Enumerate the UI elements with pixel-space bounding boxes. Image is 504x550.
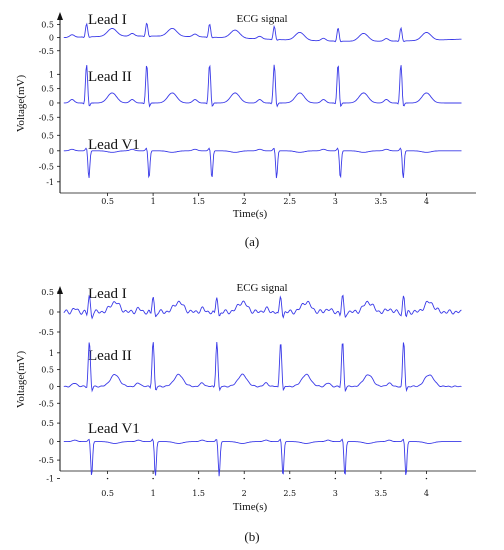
- y-tick-label: -0.5: [39, 328, 54, 337]
- x-tick-label: 1.5: [192, 197, 205, 206]
- x-tick-label: 3.5: [375, 197, 388, 206]
- y-tick-label: 0: [49, 99, 54, 108]
- minor-dot: [152, 477, 154, 480]
- y-tick-label: 1: [49, 349, 54, 358]
- x-tick-label: 2.5: [283, 197, 296, 206]
- x-tick-label: 3.5: [375, 489, 388, 498]
- minor-dot: [197, 477, 200, 480]
- x-tick-label: 1: [151, 489, 156, 498]
- series-line-lead-ii: [63, 64, 462, 108]
- minor-dot: [289, 477, 291, 480]
- y-tick-label: 0.5: [41, 288, 54, 297]
- y-tick-label: 0.5: [41, 366, 54, 375]
- lead-label: Lead I: [88, 286, 127, 302]
- minor-dot: [334, 477, 337, 480]
- y-tick-label: -0.5: [39, 162, 54, 171]
- y-axis-arrow: [57, 286, 63, 294]
- y-tick-label: 0.5: [41, 419, 54, 428]
- y-tick-label: -1: [46, 475, 54, 484]
- y-tick-label: 0: [49, 308, 54, 317]
- y-tick-label: 0: [49, 34, 54, 43]
- series-line-lead-i: [63, 294, 462, 320]
- x-tick-label: 4: [424, 489, 429, 498]
- lead-label: Lead I: [88, 12, 127, 28]
- lead-label: Lead V1: [88, 421, 140, 437]
- series-line-lead-i: [63, 22, 462, 43]
- lead-label: Lead V1: [88, 137, 140, 153]
- y-tick-label: -0.5: [39, 456, 54, 465]
- x-tick-label: 3: [333, 489, 338, 498]
- y-tick-label: 0.5: [41, 85, 54, 94]
- y-tick-label: -0.5: [39, 399, 54, 408]
- y-tick-label: -1: [46, 178, 54, 187]
- x-axis-title: Time(s): [233, 208, 268, 220]
- y-tick-label: 0: [49, 382, 54, 391]
- x-tick-label: 2.5: [283, 489, 296, 498]
- panel-caption: (b): [244, 529, 259, 544]
- x-tick-label: 4: [424, 197, 429, 206]
- y-tick-label: 0.5: [41, 131, 54, 140]
- x-tick-label: 0.5: [101, 197, 114, 206]
- y-axis-title: Voltage(mV): [15, 75, 27, 133]
- minor-dot: [380, 477, 382, 480]
- series-line-lead-v1: [63, 147, 462, 179]
- y-axis-arrow: [57, 12, 63, 20]
- x-tick-label: 2: [242, 197, 247, 206]
- y-axis-title: Voltage(mV): [15, 351, 27, 409]
- y-tick-label: 0.5: [41, 21, 54, 30]
- x-tick-label: 1.5: [192, 489, 205, 498]
- minor-dot: [106, 477, 109, 480]
- lead-label: Lead II: [88, 348, 132, 364]
- x-tick-label: 3: [333, 197, 338, 206]
- x-axis-title: Time(s): [233, 501, 268, 513]
- minor-dot: [243, 477, 245, 480]
- x-tick-label: 2: [242, 489, 247, 498]
- chart-title: ECG signal: [236, 13, 287, 25]
- series-line-lead-ii: [63, 341, 462, 393]
- series-line-lead-v1: [63, 438, 462, 477]
- y-tick-label: 0: [49, 438, 54, 447]
- x-tick-label: 1: [151, 197, 156, 206]
- minor-dot: [425, 477, 428, 480]
- lead-label: Lead II: [88, 69, 132, 85]
- y-tick-label: -0.5: [39, 47, 54, 56]
- x-tick-label: 0.5: [101, 489, 114, 498]
- panel-caption: (a): [245, 234, 259, 249]
- y-tick-label: 1: [49, 70, 54, 79]
- y-tick-label: 0: [49, 147, 54, 156]
- y-tick-label: -0.5: [39, 113, 54, 122]
- chart-title: ECG signal: [236, 282, 287, 294]
